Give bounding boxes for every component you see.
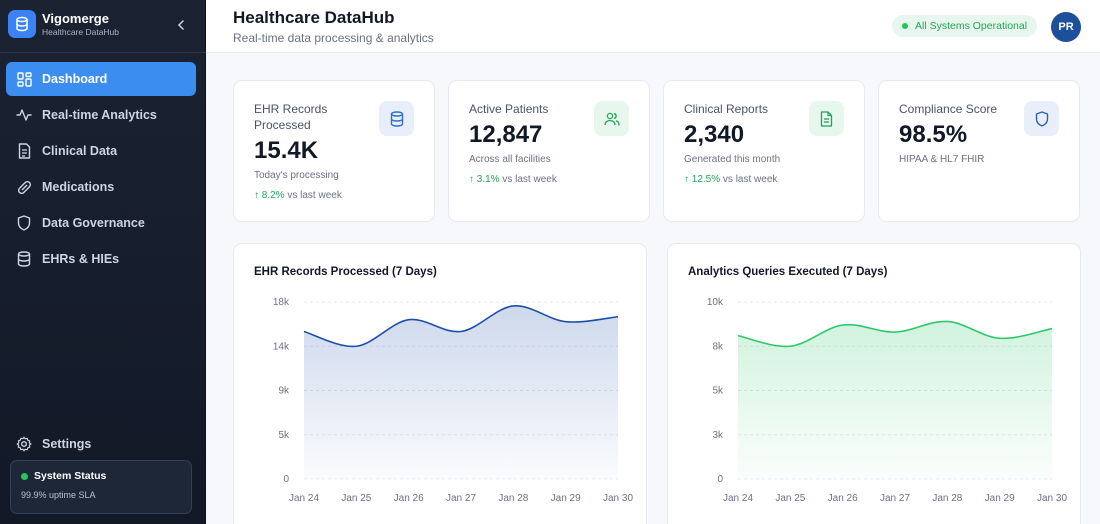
stat-trend: ↑ 3.1% vs last week <box>469 174 557 185</box>
stat-card-clinical-reports: Clinical Reports 2,340 Generated this mo… <box>663 80 865 222</box>
system-status-detail: 99.9% uptime SLA <box>21 490 96 500</box>
file-text-icon <box>809 101 844 136</box>
y-tick-label: 0 <box>717 474 723 485</box>
sidebar-divider <box>0 52 206 53</box>
y-tick-label: 10k <box>707 297 724 308</box>
chart-title: EHR Records Processed (7 Days) <box>254 266 437 278</box>
sidebar-item-label: Data Governance <box>42 216 145 230</box>
sidebar-item-realtime-analytics[interactable]: Real-time Analytics <box>6 98 196 132</box>
sidebar-item-label: Real-time Analytics <box>42 108 157 122</box>
y-tick-label: 8k <box>712 341 724 352</box>
series-area <box>738 321 1052 479</box>
stat-label: Compliance Score <box>899 102 998 116</box>
shield-icon <box>16 215 32 231</box>
stat-note: Today's processing <box>254 170 339 181</box>
y-tick-label: 3k <box>712 430 724 441</box>
users-icon <box>594 101 629 136</box>
chart-card-analytics-queries: Analytics Queries Executed (7 Days) 0 3k 5… <box>667 243 1081 524</box>
analytics-queries-chart: 0 3k 5k 8k 10k Jan 24 Jan 25 Jan 26 Jan 27 Jan 28… <box>707 297 1068 504</box>
activity-icon <box>16 107 32 123</box>
stat-value: 12,847 <box>469 121 543 148</box>
sidebar-nav: Dashboard Real-time Analytics Clinical D… <box>6 62 196 278</box>
x-tick-label: Jan 29 <box>551 493 581 504</box>
status-dot-icon <box>902 23 908 29</box>
stat-label: Clinical Reports <box>684 102 769 116</box>
series-line <box>737 320 1053 348</box>
x-tick-label: Jan 24 <box>289 493 319 504</box>
stat-label: EHR Records Processed <box>254 102 328 132</box>
sidebar-item-dashboard[interactable]: Dashboard <box>6 62 196 96</box>
pill-icon <box>16 179 32 195</box>
stat-card-active-patients: Active Patients 12,847 Across all facili… <box>448 80 650 222</box>
chart-card-ehr-records: EHR Records Processed (7 Days) 0 5k 9k 14k 1… <box>233 243 647 524</box>
sidebar-item-settings[interactable]: Settings <box>6 428 196 460</box>
settings-label: Settings <box>42 437 92 451</box>
x-tick-label: Jan 26 <box>394 493 424 504</box>
series-line <box>303 305 619 348</box>
stat-trend: ↑ 8.2% vs last week <box>254 190 342 201</box>
y-tick-label: 5k <box>712 386 724 397</box>
brand-subtitle: Healthcare DataHub <box>42 26 120 37</box>
sidebar-item-data-governance[interactable]: Data Governance <box>6 206 196 240</box>
status-badge: All Systems Operational <box>892 15 1038 37</box>
series-area <box>304 305 618 479</box>
page-title: Healthcare DataHub <box>233 8 395 27</box>
x-tick-label: Jan 25 <box>341 493 371 504</box>
x-tick-label: Jan 26 <box>828 493 858 504</box>
status-dot-icon <box>21 472 28 480</box>
x-tick-label: Jan 30 <box>1037 493 1067 504</box>
sidebar-item-ehrs-hies[interactable]: EHRs & HIEs <box>6 242 196 276</box>
dashboard-icon <box>16 71 32 87</box>
x-tick-label: Jan 27 <box>880 493 910 504</box>
y-tick-label: 14k <box>273 341 290 352</box>
collapse-sidebar-button[interactable] <box>172 16 190 34</box>
stat-note: HIPAA & HL7 FHIR <box>899 154 985 165</box>
stat-card-ehr-records: EHR Records Processed 15.4K Today's proc… <box>233 80 435 222</box>
stat-label: Active Patients <box>469 102 549 116</box>
sidebar-item-label: Medications <box>42 180 115 194</box>
y-tick-label: 0 <box>283 474 289 485</box>
document-icon <box>16 143 32 159</box>
gear-icon <box>16 436 32 452</box>
stat-trend: ↑ 12.5% vs last week <box>684 174 778 185</box>
sidebar: Vigomerge Healthcare DataHub Dashboard R… <box>0 0 206 524</box>
stat-note: Generated this month <box>684 154 781 165</box>
x-tick-label: Jan 25 <box>775 493 805 504</box>
brand[interactable]: Vigomerge Healthcare DataHub <box>8 10 119 38</box>
stat-value: 2,340 <box>684 121 745 148</box>
x-tick-label: Jan 27 <box>446 493 476 504</box>
system-status-title: System Status <box>34 470 107 482</box>
stat-value: 15.4K <box>254 137 319 164</box>
database-icon <box>379 101 414 136</box>
ehr-records-chart: 0 5k 9k 14k 18k Jan 24 Jan 25 Jan 26 Jan 27 Jan 2… <box>273 297 634 504</box>
sidebar-item-clinical-data[interactable]: Clinical Data <box>6 134 196 168</box>
page-header: Healthcare DataHub Real-time data proces… <box>206 0 1100 53</box>
sidebar-item-label: Dashboard <box>42 72 108 86</box>
y-tick-label: 9k <box>278 386 290 397</box>
brand-logo-icon <box>8 10 36 38</box>
x-tick-label: Jan 28 <box>932 493 962 504</box>
x-tick-label: Jan 24 <box>723 493 753 504</box>
sidebar-item-medications[interactable]: Medications <box>6 170 196 204</box>
shield-icon <box>1024 101 1059 136</box>
y-tick-label: 5k <box>278 430 290 441</box>
brand-name: Vigomerge <box>42 10 109 26</box>
status-badge-label: All Systems Operational <box>915 20 1028 32</box>
stat-value: 98.5% <box>899 121 968 148</box>
sidebar-item-label: EHRs & HIEs <box>42 252 120 266</box>
chart-title: Analytics Queries Executed (7 Days) <box>688 266 888 278</box>
page-subtitle: Real-time data processing & analytics <box>233 31 434 45</box>
x-tick-label: Jan 29 <box>985 493 1015 504</box>
database-icon <box>16 251 32 267</box>
x-tick-label: Jan 30 <box>603 493 633 504</box>
stat-note: Across all facilities <box>469 154 551 165</box>
sidebar-item-label: Clinical Data <box>42 144 118 158</box>
avatar[interactable]: PR <box>1051 12 1081 42</box>
x-tick-label: Jan 28 <box>498 493 528 504</box>
stat-card-compliance-score: Compliance Score 98.5% HIPAA & HL7 FHIR <box>878 80 1080 222</box>
system-status-panel: System Status 99.9% uptime SLA <box>10 460 192 514</box>
y-tick-label: 18k <box>273 297 290 308</box>
chevron-left-icon <box>177 20 184 30</box>
